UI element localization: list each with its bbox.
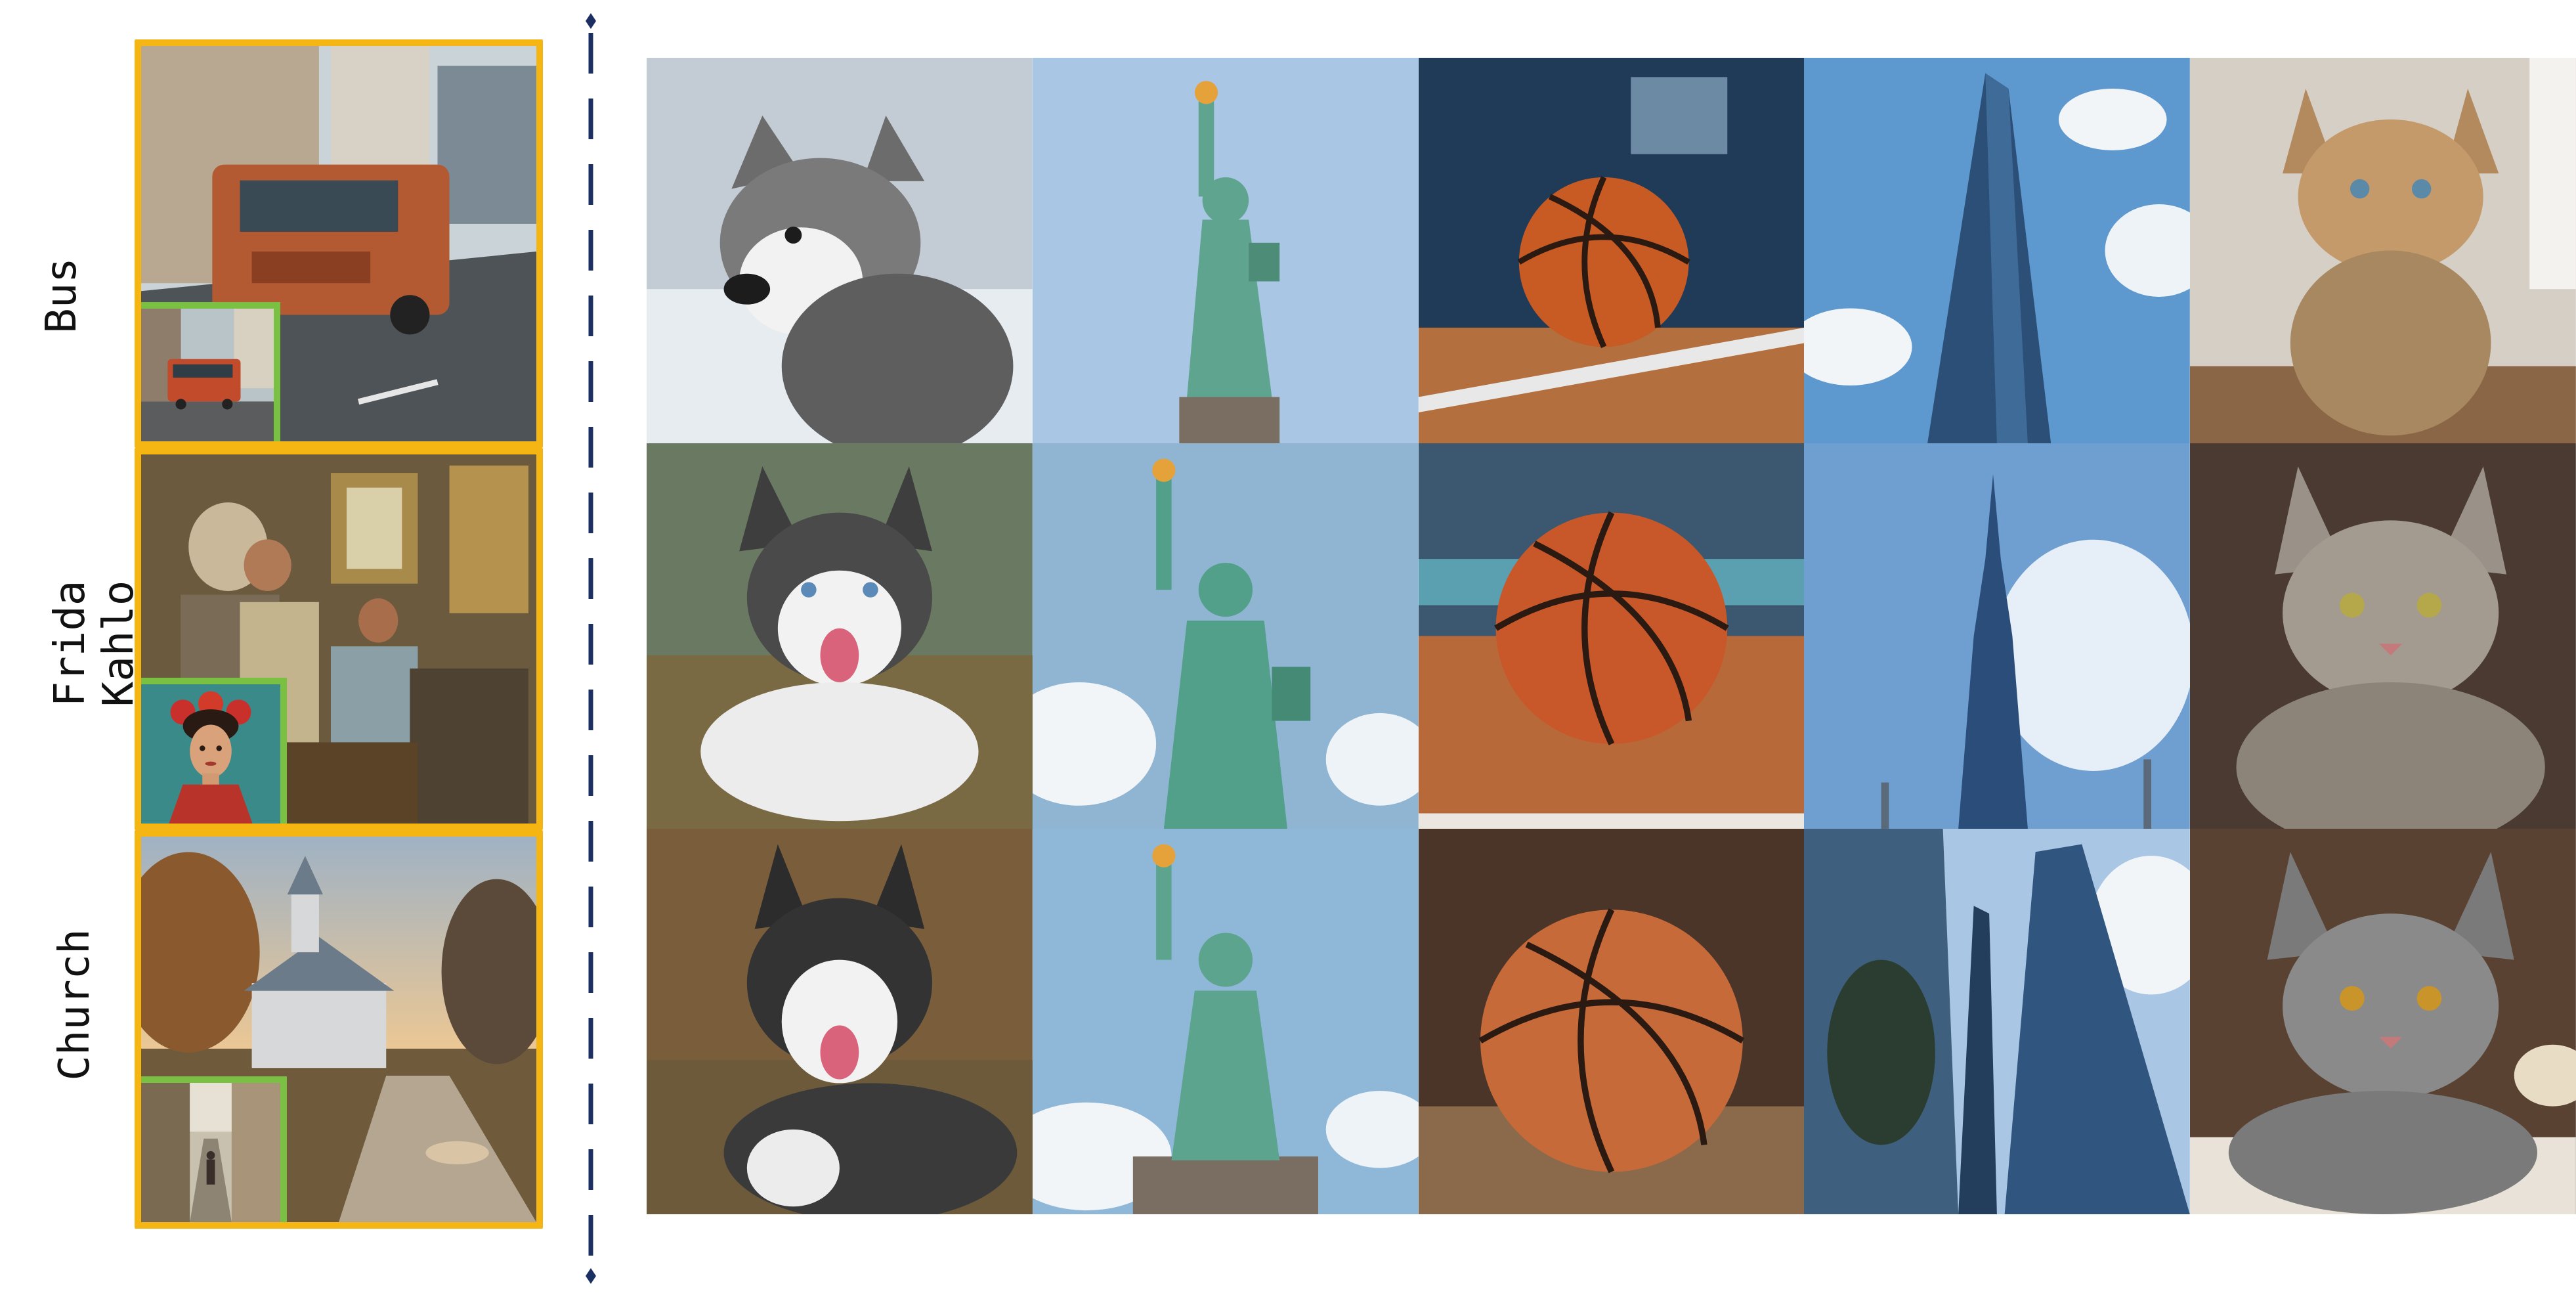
row-label-frida-kahlo: Frida Kahlo: [43, 545, 148, 742]
skyscraper-image-frida-kahlo: [1804, 443, 2191, 829]
reference-image-bus: [135, 39, 543, 448]
row-label-line-1: Frida: [46, 580, 95, 707]
inset-image-church: [141, 1076, 287, 1222]
small-bus-image: [141, 309, 274, 441]
inset-image-frida-kahlo: [141, 678, 287, 824]
row-label-text: Church: [51, 929, 100, 1081]
cat-image-bus: [2190, 58, 2576, 443]
row-label-text: Bus: [37, 257, 87, 334]
statue-of-liberty-image-bus: [1032, 58, 1419, 443]
basketball-image-church: [1418, 829, 1805, 1214]
frida-portrait-image: [141, 684, 280, 824]
row-label-church: Church: [36, 926, 115, 1084]
generated-images-grid: [647, 58, 2576, 1214]
husky-image-bus: [647, 58, 1033, 443]
husky-image-frida-kahlo: [647, 443, 1033, 829]
divider-bottom-diamond: [586, 1268, 596, 1284]
statue-of-liberty-image-church: [1032, 829, 1419, 1214]
reference-image-church: [135, 830, 543, 1229]
basketball-image-frida-kahlo: [1418, 443, 1805, 829]
row-label-bus: Bus: [23, 240, 102, 351]
skyscraper-image-church: [1804, 829, 2191, 1214]
basketball-image-bus: [1418, 58, 1805, 443]
divider-top-diamond: [586, 13, 596, 29]
old-street-image: [141, 1083, 280, 1222]
cat-image-frida-kahlo: [2190, 443, 2576, 829]
statue-of-liberty-image-frida-kahlo: [1032, 443, 1419, 829]
dashed-divider: [586, 13, 596, 1284]
husky-image-church: [647, 829, 1033, 1214]
reference-image-frida-kahlo: [135, 448, 543, 830]
cat-image-church: [2190, 829, 2576, 1214]
skyscraper-image-bus: [1804, 58, 2191, 443]
inset-image-bus: [141, 302, 280, 441]
